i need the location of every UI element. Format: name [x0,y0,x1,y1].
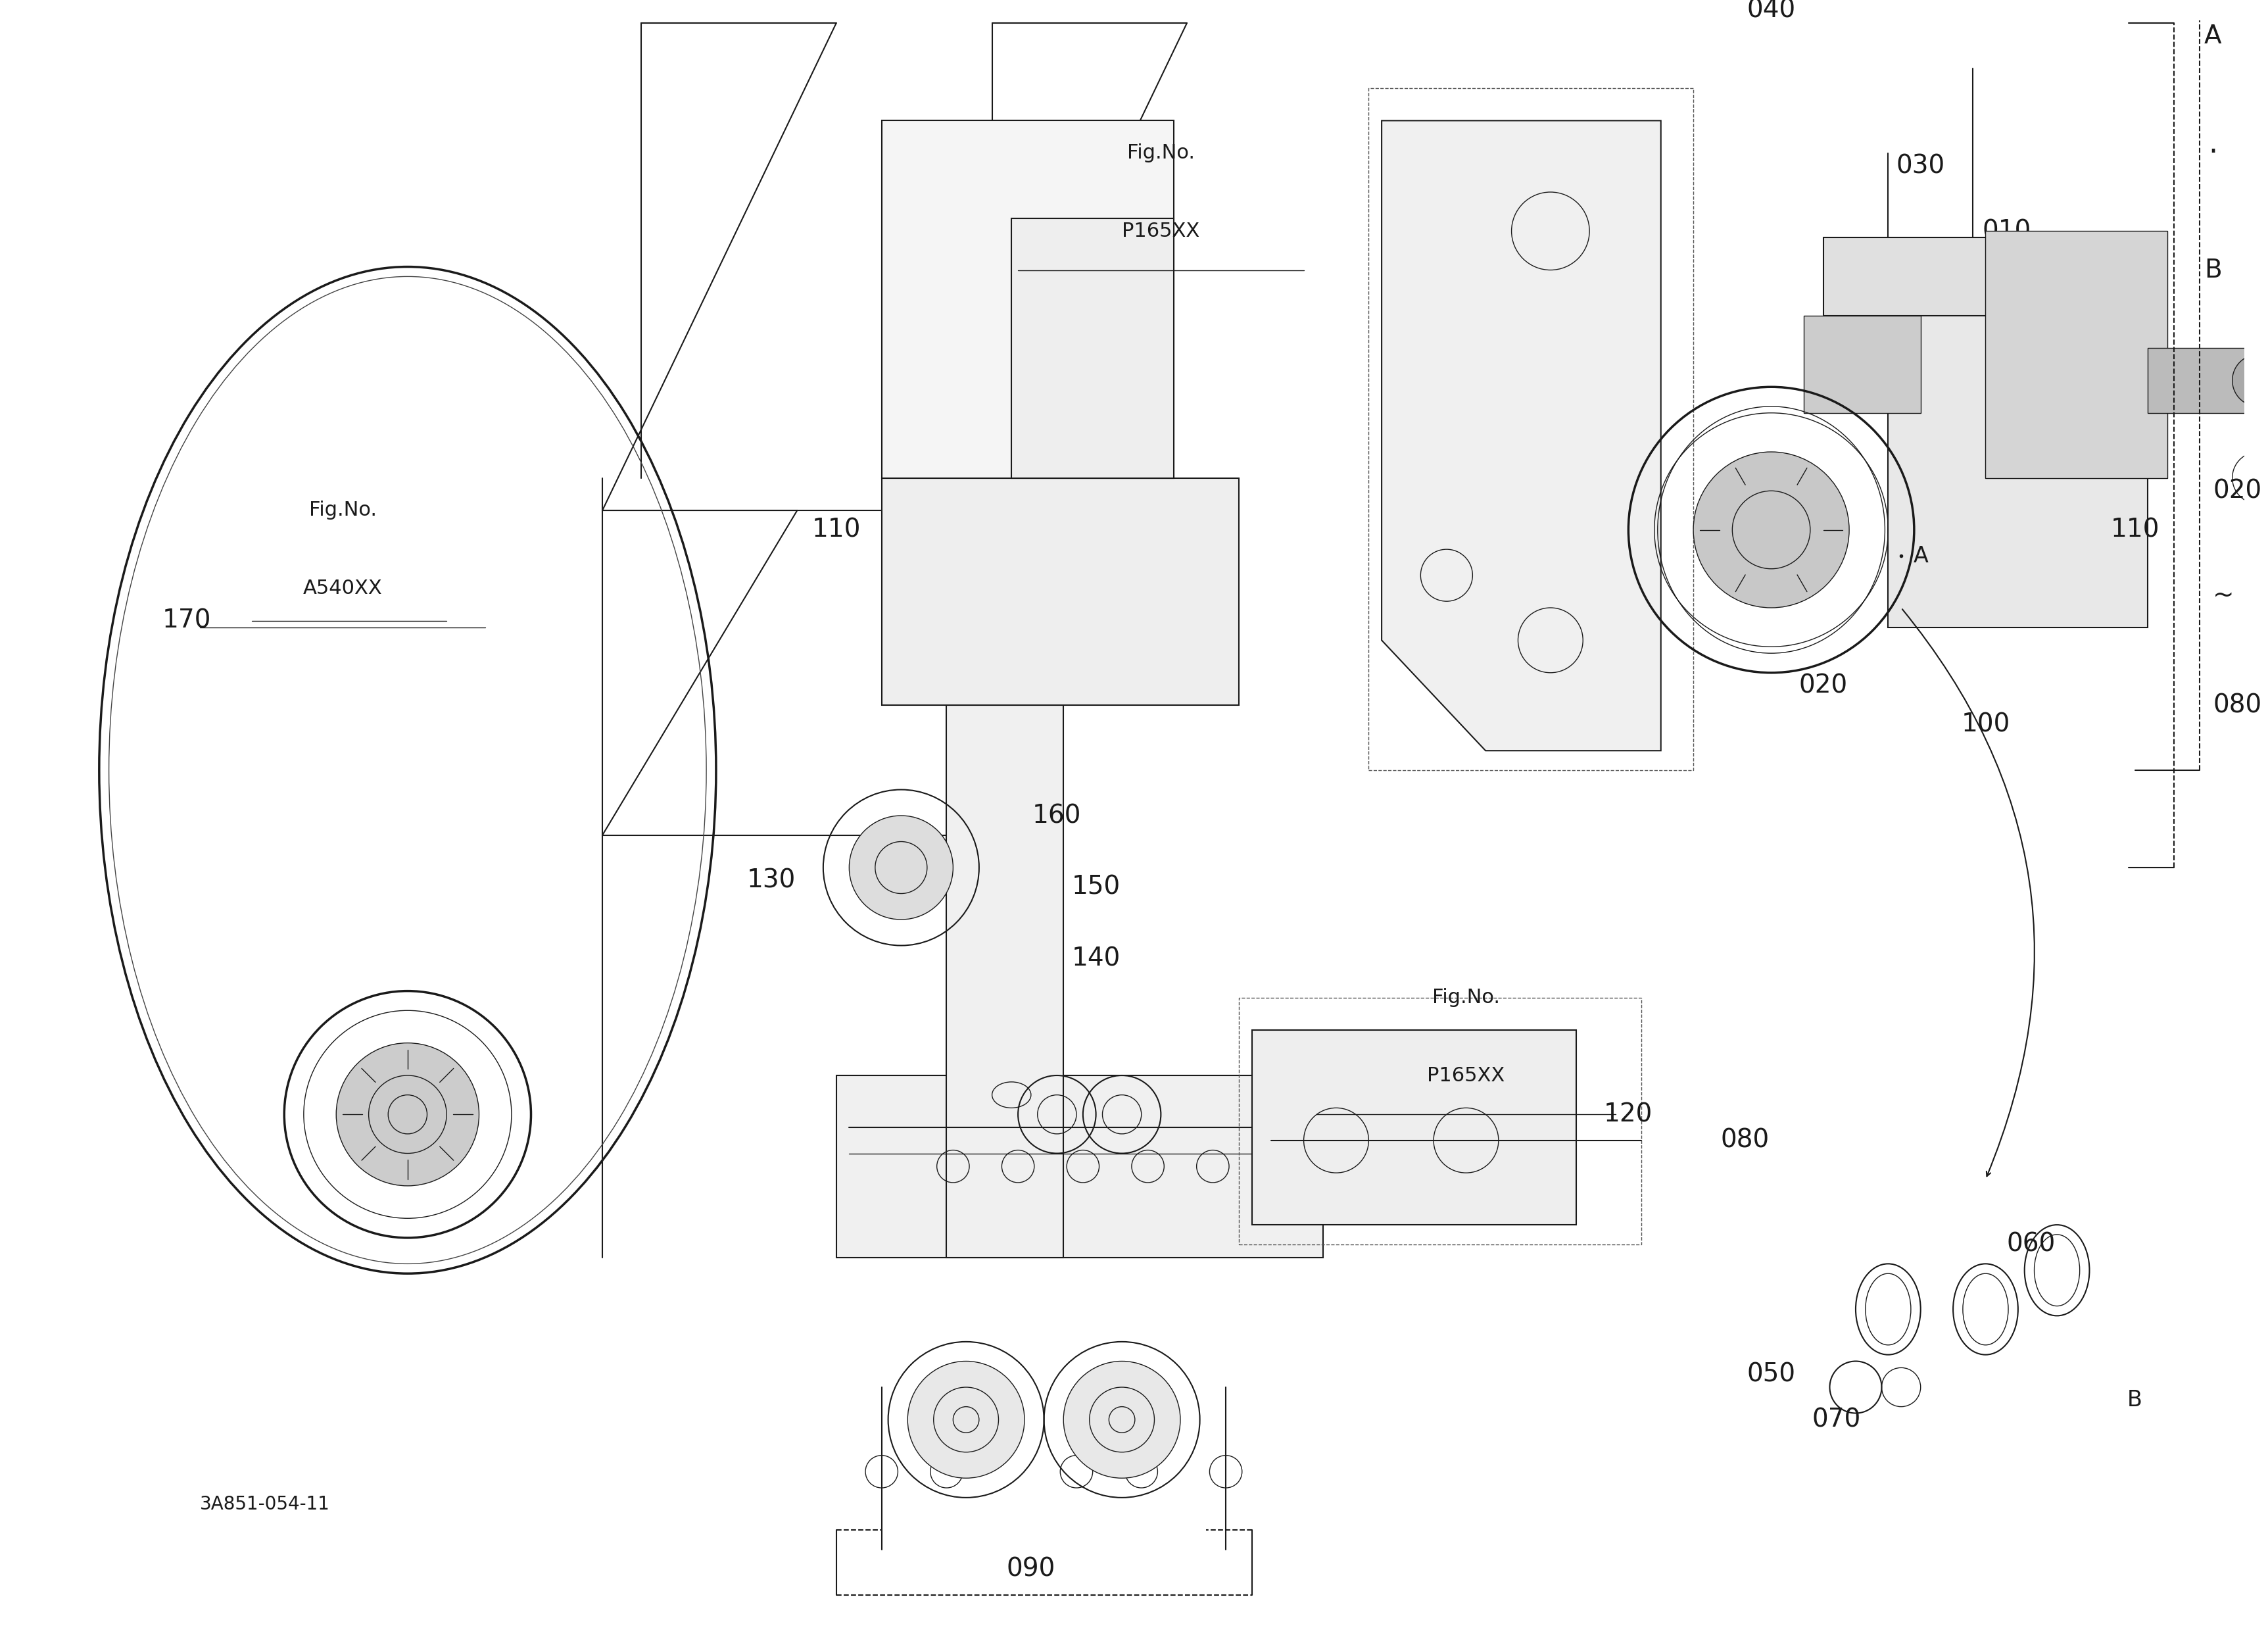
Bar [1823,237,2148,316]
Text: 050: 050 [1746,1362,1796,1387]
Text: 060: 060 [2007,1232,2055,1257]
Text: ~: ~ [2214,583,2234,608]
Bar [1984,231,2168,478]
Bar [1012,217,1175,478]
Text: 010: 010 [1982,219,2032,244]
Text: Fig.No.: Fig.No. [308,501,376,520]
FancyArrowPatch shape [1903,609,2034,1176]
Bar [1889,250,2148,628]
Circle shape [907,1360,1025,1477]
Text: 070: 070 [1812,1407,1860,1433]
Bar [882,478,1238,705]
Text: A: A [1914,545,1928,567]
Text: 080: 080 [2214,693,2261,718]
Text: 080: 080 [1721,1128,1769,1153]
Text: 020: 020 [2214,478,2261,504]
Text: Fig.No.: Fig.No. [1127,143,1195,163]
Text: Fig.No.: Fig.No. [1431,988,1499,1006]
Bar [882,120,1175,478]
Polygon shape [1381,120,1660,751]
Text: 160: 160 [1032,804,1082,828]
Text: 170: 170 [163,608,211,632]
Text: 090: 090 [1007,1556,1055,1581]
Text: 120: 120 [1603,1102,1653,1127]
Bar [2148,348,2245,413]
Text: 040: 040 [1746,0,1796,23]
Circle shape [848,815,953,919]
Text: 3A851-054-11: 3A851-054-11 [200,1495,329,1514]
Bar [1803,316,1921,413]
Bar [946,705,1064,1257]
Text: 110: 110 [2112,517,2159,542]
Bar [1238,998,1642,1243]
Text: 150: 150 [1070,875,1120,899]
Text: ·: · [2209,138,2218,168]
Text: 020: 020 [1799,674,1848,698]
Polygon shape [1252,1029,1576,1225]
Text: A: A [2204,23,2223,49]
Circle shape [1694,451,1848,608]
Circle shape [2232,354,2268,407]
Text: 140: 140 [1070,945,1120,972]
Text: 110: 110 [812,517,860,542]
Text: ·: · [2209,366,2218,395]
Text: A540XX: A540XX [304,578,383,598]
Ellipse shape [116,283,701,1257]
Text: P165XX: P165XX [1123,221,1200,240]
Text: 100: 100 [1962,712,2009,738]
Text: P165XX: P165XX [1427,1066,1506,1085]
Bar [837,1075,1322,1257]
Text: 030: 030 [1896,153,1946,178]
Circle shape [1064,1360,1179,1477]
Text: 130: 130 [746,868,796,893]
Text: 010: 010 [1996,367,2043,394]
Text: B: B [2204,257,2223,283]
Bar [1368,89,1694,771]
Text: B: B [2127,1390,2143,1411]
Circle shape [336,1043,479,1186]
